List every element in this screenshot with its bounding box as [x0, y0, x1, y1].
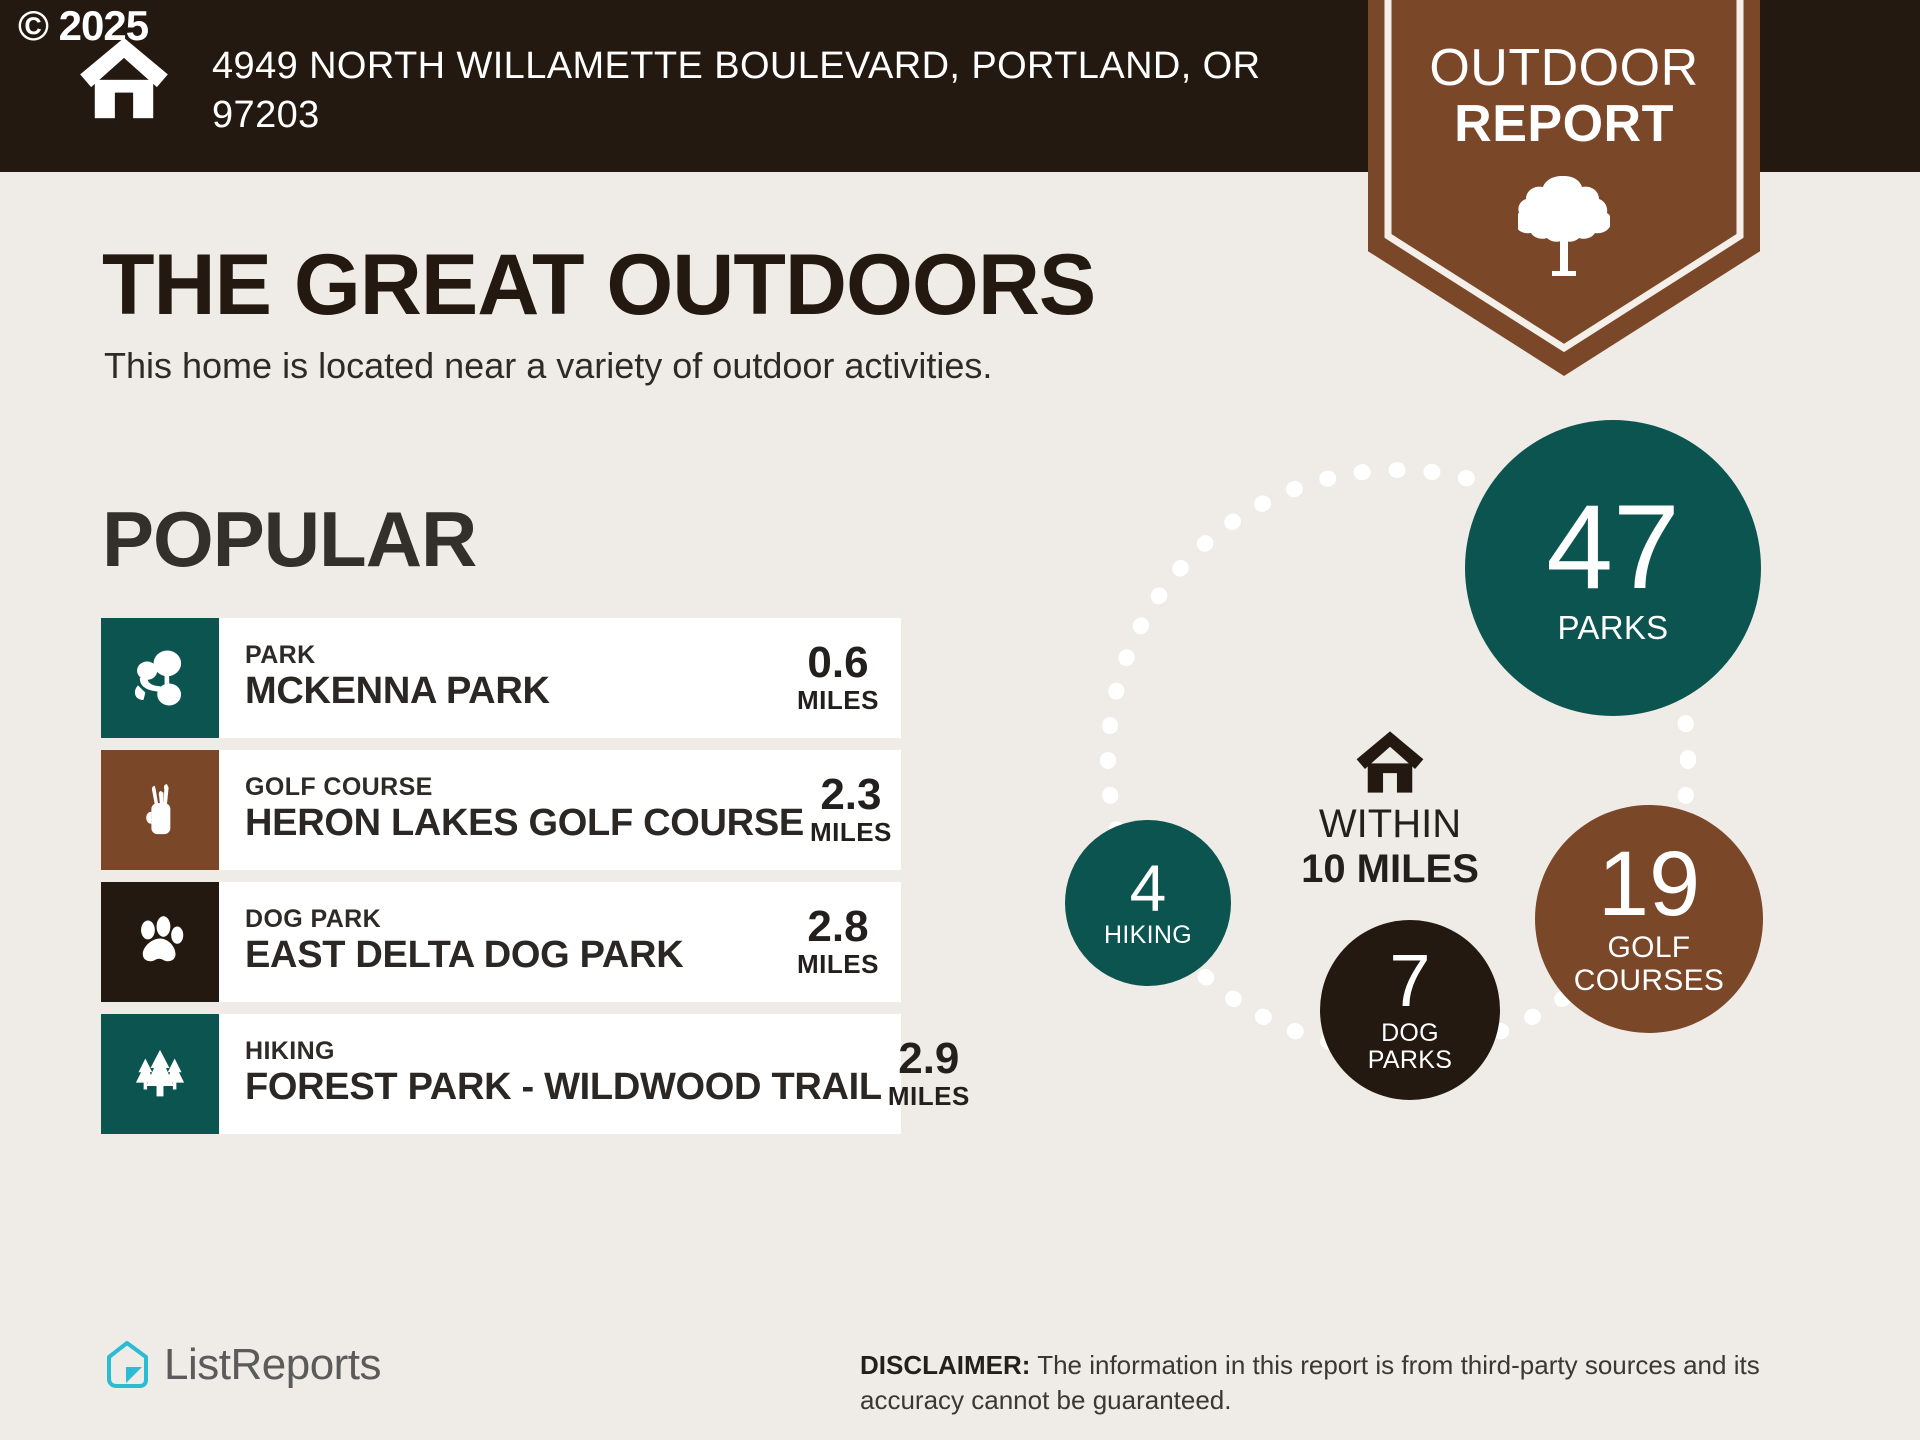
- list-item-category: PARK: [245, 641, 316, 670]
- listreports-logo-text: ListReports: [164, 1340, 382, 1389]
- list-item-name: MCKENNA PARK: [245, 669, 550, 712]
- list-item-name: HERON LAKES GOLF COURSE: [245, 801, 804, 844]
- disclaimer: DISCLAIMER: The information in this repo…: [860, 1348, 1860, 1418]
- distance-value: 2.8: [807, 901, 869, 951]
- listreports-house-icon: [107, 1341, 148, 1388]
- list-item[interactable]: GOLF COURSE HERON LAKES GOLF COURSE 2.3 …: [101, 750, 901, 870]
- listreports-logo[interactable]: ListReports: [104, 1340, 382, 1390]
- section-heading-popular: POPULAR: [102, 495, 477, 583]
- list-item[interactable]: PARK MCKENNA PARK 0.6 MILES: [101, 618, 901, 738]
- bubble-label-line2: PARKS: [1367, 1045, 1453, 1074]
- outdoor-report-badge: OUTDOOR REPORT: [1368, 0, 1760, 376]
- badge-title-line1: OUTDOOR: [1429, 39, 1699, 97]
- bubble-label: HIKING: [1104, 920, 1192, 949]
- paw-print-icon: [101, 882, 219, 1002]
- list-item-category: GOLF COURSE: [245, 773, 433, 802]
- bubble-label-line2: COURSES: [1573, 963, 1725, 997]
- bubble-dog-parks[interactable]: 7 DOG PARKS: [1320, 920, 1500, 1100]
- park-trees-icon: [101, 618, 219, 738]
- list-item-category: HIKING: [245, 1037, 335, 1066]
- distance-unit: MILES: [809, 816, 892, 847]
- bubble-value: 4: [1129, 851, 1167, 926]
- bubble-value: 47: [1546, 480, 1680, 615]
- home-icon: [78, 36, 170, 120]
- bubble-value: 19: [1597, 832, 1701, 935]
- golf-bag-icon: [101, 750, 219, 870]
- page-subtitle: This home is located near a variety of o…: [104, 345, 993, 386]
- list-item-distance: 2.8 MILES: [791, 882, 901, 1002]
- bubble-label-line1: DOG: [1381, 1018, 1439, 1047]
- chart-center-node: WITHIN 10 MILES: [1255, 730, 1525, 892]
- list-item-text: PARK MCKENNA PARK: [219, 618, 791, 738]
- bubble-golf-courses[interactable]: 19 GOLF COURSES: [1535, 805, 1763, 1033]
- distance-value: 2.3: [820, 769, 882, 819]
- list-item[interactable]: DOG PARK EAST DELTA DOG PARK 2.8 MILES: [101, 882, 901, 1002]
- list-item-distance: 2.9 MILES: [882, 1014, 992, 1134]
- page-title: THE GREAT OUTDOORS: [102, 237, 1096, 333]
- badge-title: OUTDOOR REPORT: [1368, 40, 1760, 152]
- list-item-text: GOLF COURSE HERON LAKES GOLF COURSE: [219, 750, 804, 870]
- bubble-value: 7: [1389, 939, 1431, 1023]
- list-item-name: EAST DELTA DOG PARK: [245, 933, 684, 976]
- badge-border: [1382, 0, 1746, 354]
- disclaimer-label: DISCLAIMER:: [860, 1350, 1031, 1380]
- list-item-category: DOG PARK: [245, 905, 382, 934]
- distance-unit: MILES: [887, 1080, 970, 1111]
- list-item-name: FOREST PARK - WILDWOOD TRAIL: [245, 1065, 882, 1108]
- list-item-text: DOG PARK EAST DELTA DOG PARK: [219, 882, 791, 1002]
- chart-center-line1: WITHIN: [1318, 802, 1462, 846]
- bubble-label-line1: GOLF: [1607, 931, 1691, 965]
- disclaimer-text: The information in this report is from t…: [860, 1350, 1760, 1416]
- tree-icon: [1514, 172, 1612, 276]
- bubble-parks[interactable]: 47 PARKS: [1465, 420, 1761, 716]
- pine-trees-icon: [101, 1014, 219, 1134]
- distance-value: 0.6: [807, 637, 869, 687]
- bubble-hiking[interactable]: 4 HIKING: [1065, 820, 1231, 986]
- list-item-distance: 2.3 MILES: [804, 750, 914, 870]
- popular-list: PARK MCKENNA PARK 0.6 MILES GOLF COURSE …: [101, 618, 969, 1146]
- distance-value: 2.9: [898, 1033, 960, 1083]
- home-icon: [1356, 731, 1424, 794]
- bubble-label: DOG PARKS: [1367, 1018, 1453, 1074]
- bubble-label: GOLF COURSES: [1574, 932, 1724, 997]
- outdoor-bubble-chart: 47 PARKS 19 GOLF COURSES 7 DOG PARKS 4 H…: [1010, 420, 1910, 1220]
- distance-unit: MILES: [797, 684, 879, 715]
- distance-unit: MILES: [797, 948, 879, 979]
- list-item-text: HIKING FOREST PARK - WILDWOOD TRAIL: [219, 1014, 882, 1134]
- chart-center-line2: 10 MILES: [1301, 846, 1479, 891]
- property-address: 4949 NORTH WILLAMETTE BOULEVARD, PORTLAN…: [212, 45, 1261, 136]
- badge-title-line2: REPORT: [1454, 95, 1674, 154]
- bubble-label: PARKS: [1557, 609, 1669, 647]
- list-item[interactable]: HIKING FOREST PARK - WILDWOOD TRAIL 2.9 …: [101, 1014, 969, 1134]
- list-item-distance: 0.6 MILES: [791, 618, 901, 738]
